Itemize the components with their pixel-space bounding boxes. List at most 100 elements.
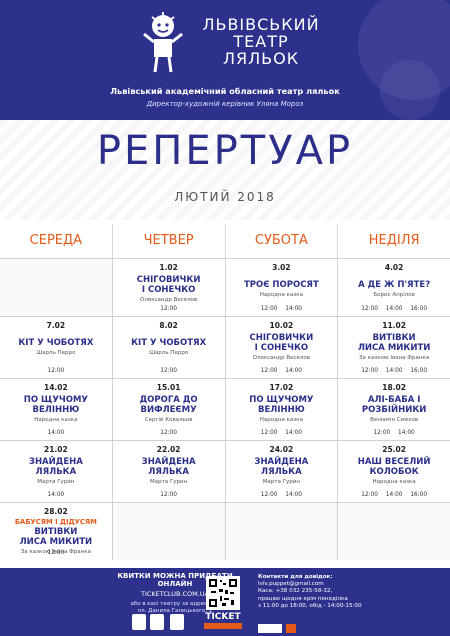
performance-times: 12:00 14:00	[260, 306, 302, 312]
schedule-rows: 1.02 СНІГОВИЧКИ І СОНЕЧКО Олександр Весело…	[0, 258, 450, 560]
schedule-row: 14.02 ПО ЩУЧОМУ ВЕЛІННЮ Народна казка 14:00…	[0, 378, 450, 440]
schedule-row: 28.02 БАБУСЯМ І ДІДУСЯМ ВИТІВКИ ЛИСА МИКИТ…	[0, 502, 450, 560]
empty-cell	[0, 259, 113, 316]
performance-author: Олександр Веселов	[139, 297, 198, 303]
performance-date: 18.02	[382, 383, 406, 392]
ticket-logo-text: TICKET	[205, 612, 241, 622]
logo-line: ТЕАТР	[233, 32, 289, 51]
director-line: Директор-художній керівник Уляна Мороз	[146, 100, 304, 108]
performance-date: 3.02	[272, 263, 291, 272]
performance-cell[interactable]: 1.02 СНІГОВИЧКИ І СОНЕЧКО Олександр Весело…	[112, 259, 226, 316]
performance-times: 14:00	[47, 430, 65, 436]
performance-author: Олександр Веселов	[252, 355, 311, 361]
performance-cell[interactable]: 21.02 ЗНАЙДЕНА ЛЯЛЬКА Марта Гурин 14:00	[0, 441, 113, 502]
performance-title: КІТ У ЧОБОТЯХ	[131, 338, 207, 348]
contacts: Контакти для довідок: lvív.puppet@gmail.…	[258, 574, 448, 610]
performance-cell[interactable]: 15.01 ДОРОГА ДО ВИФЛЕЄМУ Сергій Ковальов 12…	[112, 379, 226, 440]
performance-title: ПО ЩУЧОМУ ВЕЛІННЮ	[23, 395, 88, 415]
performance-cell[interactable]: 28.02 БАБУСЯМ І ДІДУСЯМ ВИТІВКИ ЛИСА МИКИТ…	[0, 503, 113, 560]
performance-cell[interactable]: 10.02 СНІГОВИЧКИ І СОНЕЧКО Олександр Весел…	[225, 317, 339, 378]
performance-cell[interactable]: 4.02 А ДЕ Ж П'ЯТЕ? Борис Апрілов 12:00 14:0…	[338, 259, 450, 316]
performance-times: 12:00	[160, 368, 177, 374]
performance-date: 4.02	[384, 263, 404, 272]
logo-line: ЛЬВІВСЬКИЙ	[202, 15, 320, 34]
buy-online-text: КВИТКИ МОЖНА ПРИДБАТИ ОНЛАЙН	[117, 572, 233, 588]
performance-title: ПО ЩУЧОМУ ВЕЛІННЮ	[249, 395, 314, 415]
performance-author: Шарль Перро	[36, 350, 76, 356]
performance-author: За казкою Івана Франка	[20, 549, 91, 555]
empty-cell	[225, 503, 339, 560]
performance-times: 14:00	[47, 492, 65, 498]
performance-cell[interactable]: 8.02 КІТ У ЧОБОТЯХ Шарль Перро 12:00	[112, 317, 226, 378]
performance-title: АЛІ-БАБА І РОЗБІЙНИКИ	[361, 395, 427, 415]
contacts-details: lvív.puppet@gmail.com Каса: +38 032 235-…	[258, 581, 362, 609]
performance-cell[interactable]: 25.02 НАШ ВЕСЕЛИЙ КОЛОБОК Народна казка 12:…	[338, 441, 450, 502]
performance-title: КІТ У ЧОБОТЯХ	[18, 338, 94, 348]
performance-title: НАШ ВЕСЕЛИЙ КОЛОБОК	[357, 457, 431, 477]
performance-title: СНІГОВИЧКИ І СОНЕЧКО	[249, 333, 314, 353]
performance-author: За казкою Івана Франка	[359, 355, 430, 361]
schedule-row: 7.02 КІТ У ЧОБОТЯХ Шарль Перро 12:00 8.02 КІТ…	[0, 316, 450, 378]
performance-author: Марта Гурин	[150, 479, 188, 485]
performance-date: 7.02	[46, 321, 66, 330]
performance-date: 28.02	[44, 507, 68, 516]
box-office-address: або в касі театру за адресою – пл. Данил…	[130, 601, 219, 614]
ticket-site-link[interactable]: TICKETCLUB.COM.UA	[140, 590, 210, 598]
performance-times: 12:00 14:00	[260, 492, 302, 498]
partner-logo-icon	[286, 624, 296, 633]
performance-title: СНІГОВИЧКИ І СОНЕЧКО	[136, 275, 201, 295]
performance-author: Марта Гурин	[37, 479, 75, 485]
day-header: СУБОТА	[226, 224, 339, 258]
performance-cell[interactable]: 22.02 ЗНАЙДЕНА ЛЯЛЬКА Марта Гурин 12:00	[112, 441, 226, 502]
day-headers: СЕРЕДА ЧЕТВЕР СУБОТА НЕДІЛЯ	[0, 224, 450, 258]
performance-date: 15.01	[156, 383, 181, 392]
performance-times: 12:00 14:00 16:00	[361, 368, 428, 374]
performance-times: 12:00 14:00	[260, 368, 302, 374]
performance-author: Народна казка	[34, 417, 78, 423]
performance-cell[interactable]: 24.02 ЗНАЙДЕНА ЛЯЛЬКА Марта Гурин 12:00 14:…	[225, 441, 339, 502]
decor-circle	[380, 60, 440, 120]
performance-author: Сергій Ковальов	[144, 417, 193, 423]
performance-times: 12:00	[160, 492, 177, 498]
performance-date: 8.02	[159, 321, 178, 330]
schedule-row: 1.02 СНІГОВИЧКИ І СОНЕЧКО Олександр Весело…	[0, 258, 450, 316]
performance-date: 22.02	[156, 445, 181, 454]
performance-title: ЗНАЙДЕНА ЛЯЛЬКА	[141, 457, 196, 477]
performance-times: 12:00	[47, 550, 65, 556]
performance-author: Шарль Перро	[149, 350, 189, 356]
performance-author: Народна казка	[259, 417, 303, 423]
performance-title: ЗНАЙДЕНА ЛЯЛЬКА	[28, 457, 83, 477]
performance-times: 12:00 14:00 16:00	[361, 492, 428, 498]
performance-author: Марта Гурин	[262, 479, 300, 485]
performance-times: 12:00	[160, 306, 177, 312]
performance-cell[interactable]: 14.02 ПО ЩУЧОМУ ВЕЛІННЮ Народна казка 14:00	[0, 379, 113, 440]
performance-cell[interactable]: 17.02 ПО ЩУЧОМУ ВЕЛІННЮ Народна казка 12:00…	[225, 379, 339, 440]
performance-author: Народна казка	[372, 479, 416, 485]
crest-icon	[170, 614, 184, 630]
performance-times: 12:00 14:00 16:00	[361, 306, 428, 312]
performance-date: 10.02	[269, 321, 294, 330]
performance-author: Веніамін Смехов	[370, 417, 419, 423]
performance-date: 17.02	[269, 383, 294, 392]
empty-cell	[112, 503, 226, 560]
ticket-info: КВИТКИ МОЖНА ПРИДБАТИ ОНЛАЙН TICKETCLUB.…	[100, 572, 250, 615]
logo-line: ЛЯЛЬОК	[222, 49, 300, 68]
performance-cell[interactable]: 3.02 ТРОЄ ПОРОСЯТ Народна казка 12:00 14:00	[225, 259, 339, 316]
header-banner: ЛЬВІВСЬКИЙ ТЕАТР ЛЯЛЬОК Львівський акаде…	[0, 0, 450, 120]
decor-circle	[358, 0, 450, 100]
performance-cell[interactable]: 18.02 АЛІ-БАБА І РОЗБІЙНИКИ Веніамін Смехо…	[338, 379, 450, 440]
performance-author: Народна казка	[259, 292, 303, 298]
performance-title: ТРОЄ ПОРОСЯТ	[243, 280, 319, 290]
performance-cell[interactable]: 7.02 КІТ У ЧОБОТЯХ Шарль Перро 12:00	[0, 317, 113, 378]
puppet-logo-icon	[143, 12, 183, 73]
performance-title: ВИТІВКИ ЛИСА МИКИТИ	[19, 527, 93, 547]
performance-cell[interactable]: 11.02 ВИТІВКИ ЛИСА МИКИТИ За казкою Івана …	[338, 317, 450, 378]
day-header: СЕРЕДА	[0, 224, 113, 258]
performance-date: 14.02	[44, 383, 68, 392]
page-title: РЕПЕРТУАР	[96, 128, 354, 174]
qr-code-icon[interactable]	[206, 576, 240, 610]
performance-times: 12:00	[47, 368, 65, 374]
empty-cell	[338, 503, 450, 560]
performance-times: 12:00 14:00	[260, 430, 302, 436]
footer: КВИТКИ МОЖНА ПРИДБАТИ ОНЛАЙН TICKETCLUB.…	[0, 568, 450, 636]
